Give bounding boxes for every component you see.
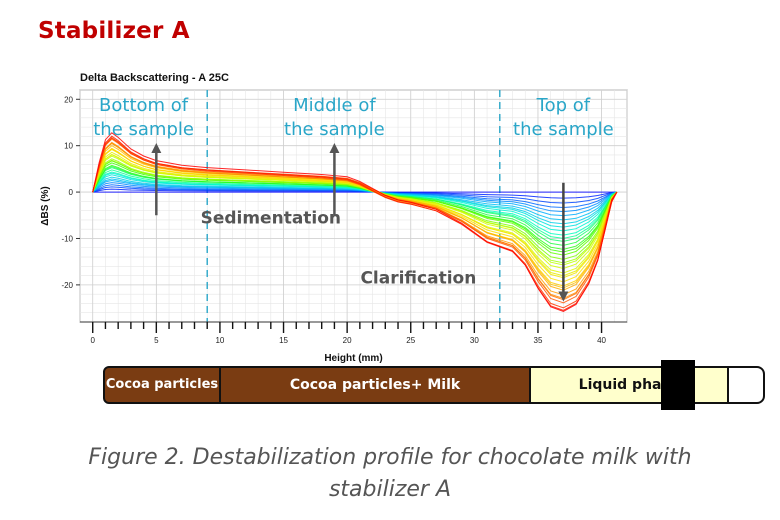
tube-segment-liquid: Liquid phase	[529, 366, 729, 404]
y-tick-label: 0	[69, 188, 74, 197]
chart-title: Delta Backscattering - A 25C	[80, 72, 229, 84]
tube-cap	[661, 360, 695, 410]
caption-line-2: stabilizer A	[328, 477, 452, 502]
x-tick-label: 40	[597, 336, 606, 345]
caption-line-1: Figure 2. Destabilization profile for ch…	[88, 445, 692, 470]
x-tick-label: 0	[90, 336, 95, 345]
tube-segment-cocoa: Cocoa particles	[103, 366, 221, 404]
sedimentation-label: Sedimentation	[201, 209, 341, 229]
zone-label-line: Middle of	[293, 95, 376, 116]
x-tick-label: 20	[343, 336, 352, 345]
tube-segment-cocoa-milk: Cocoa particles+ Milk	[219, 366, 531, 404]
zone-label-line: the sample	[93, 119, 194, 140]
x-tick-label: 10	[215, 336, 224, 345]
zone-label-line: the sample	[513, 119, 614, 140]
y-tick-label: -10	[61, 234, 73, 243]
sample-tube-diagram: Cocoa particles Cocoa particles+ Milk Li…	[103, 366, 765, 408]
zone-label-line: Bottom of	[99, 95, 189, 116]
zone-label-line: the sample	[284, 119, 385, 140]
profile-curve	[92, 132, 618, 312]
profile-curve	[92, 135, 618, 311]
x-tick-label: 30	[470, 336, 479, 345]
y-axis-label: ΔBS (%)	[40, 186, 51, 225]
x-tick-label: 35	[534, 336, 543, 345]
clarification-label: Clarification	[360, 268, 476, 288]
y-tick-label: -20	[61, 281, 73, 290]
backscattering-chart: 20 10 0 -10 -20 0 5 10 15 20 25 30 35 40 Height (mm) ΔB…	[40, 89, 628, 364]
y-tick-label: 20	[64, 95, 73, 104]
figure-caption: Figure 2. Destabilization profile for ch…	[0, 442, 780, 506]
x-axis-label: Height (mm)	[324, 353, 382, 364]
tube-segment-empty	[727, 366, 765, 404]
x-tick-label: 25	[406, 336, 415, 345]
x-tick-label: 5	[154, 336, 159, 345]
y-tick-label: 10	[64, 142, 73, 151]
zone-label-line: Top of	[536, 95, 591, 116]
x-tick-label: 15	[279, 336, 288, 345]
page-heading: Stabilizer A	[38, 18, 190, 44]
